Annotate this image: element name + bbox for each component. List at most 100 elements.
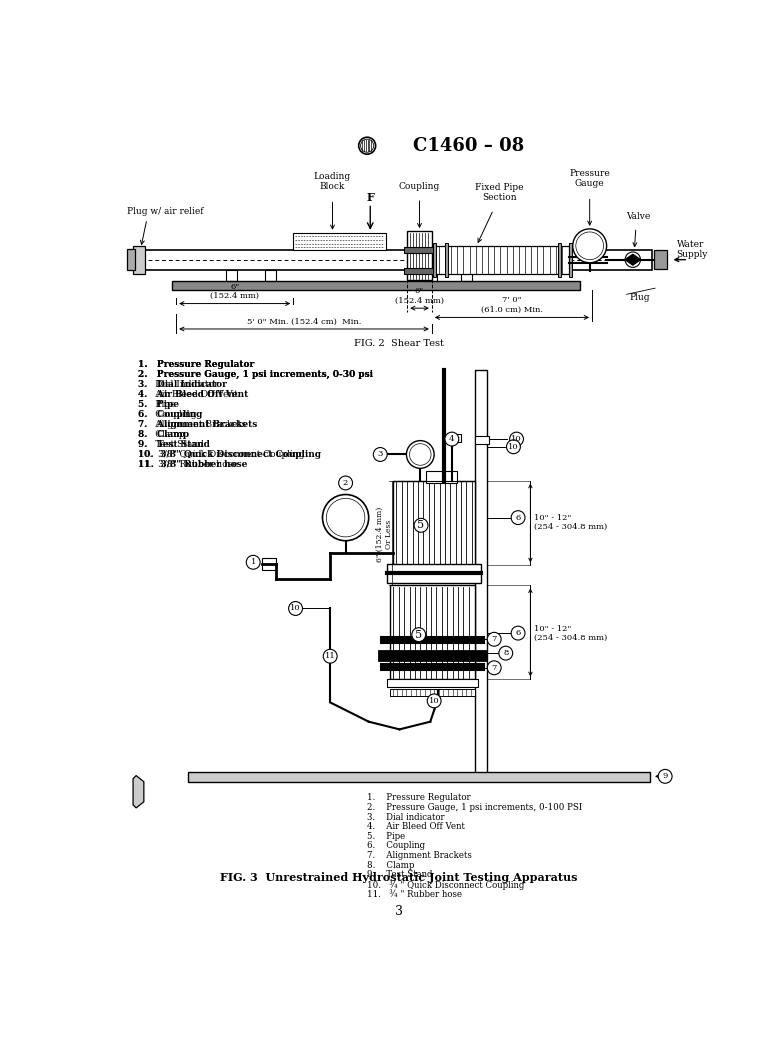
Bar [475, 370, 487, 778]
Circle shape [487, 661, 501, 675]
Circle shape [510, 432, 524, 446]
Circle shape [576, 232, 604, 259]
Circle shape [409, 443, 431, 465]
Text: 9.   Test Stand: 9. Test Stand [138, 440, 204, 449]
Text: 10" - 12"
(254 - 304.8 mm): 10" - 12" (254 - 304.8 mm) [534, 625, 608, 641]
Text: 6"
(152.4 mm): 6" (152.4 mm) [210, 282, 259, 300]
Text: 3.    Dial indicator: 3. Dial indicator [367, 813, 445, 821]
Circle shape [412, 628, 426, 641]
Bar [387, 680, 478, 687]
Bar [226, 270, 237, 281]
Text: 10.  3/8" Quick Disconnect Coupling: 10. 3/8" Quick Disconnect Coupling [138, 450, 321, 459]
Circle shape [511, 627, 525, 640]
Bar [127, 249, 135, 271]
Bar [262, 558, 276, 570]
Circle shape [326, 499, 365, 537]
Text: Loading
Block: Loading Block [314, 172, 351, 192]
Bar [461, 270, 472, 281]
Bar [380, 651, 485, 660]
Text: 2.   Pressure Gauge, 1 psi increments, 0-30 psi: 2. Pressure Gauge, 1 psi increments, 0-3… [138, 370, 373, 379]
Text: FIG. 3  Unrestrained Hydrostatic Joint Testing Apparatus: FIG. 3 Unrestrained Hydrostatic Joint Te… [220, 871, 577, 883]
Text: 4.   Air Bleed Off Vent: 4. Air Bleed Off Vent [138, 389, 238, 399]
Text: FIG. 2  Shear Test: FIG. 2 Shear Test [354, 339, 443, 348]
Bar [144, 250, 652, 270]
Circle shape [414, 518, 428, 532]
Bar [445, 243, 448, 277]
Bar [475, 436, 489, 443]
Circle shape [658, 769, 672, 783]
Bar [187, 771, 650, 782]
Text: 1: 1 [251, 558, 256, 566]
Circle shape [445, 432, 459, 446]
Circle shape [573, 229, 607, 262]
Polygon shape [633, 254, 640, 265]
Circle shape [361, 139, 373, 152]
Circle shape [323, 494, 369, 540]
Text: 7' 0"
(61.0 cm) Min.: 7' 0" (61.0 cm) Min. [481, 297, 543, 313]
Circle shape [506, 440, 520, 454]
Text: 9: 9 [662, 772, 668, 781]
Circle shape [324, 650, 337, 663]
Bar [381, 664, 484, 670]
Circle shape [625, 252, 640, 268]
Text: 10: 10 [290, 605, 301, 612]
Text: 11.  3/8" Rubber hose: 11. 3/8" Rubber hose [138, 460, 247, 468]
Text: 10.  3/8" Quick Disconnect Coupling: 10. 3/8" Quick Disconnect Coupling [138, 450, 304, 459]
Circle shape [359, 137, 376, 154]
Polygon shape [625, 254, 633, 265]
Circle shape [406, 440, 434, 468]
Text: Fixed Pipe
Section: Fixed Pipe Section [475, 182, 524, 202]
Circle shape [487, 632, 501, 646]
Text: 9.   Test Stand: 9. Test Stand [138, 440, 209, 449]
Text: Plug: Plug [629, 293, 650, 302]
Bar [391, 688, 475, 696]
Text: 10.   ¾ " Quick Disconnect Coupling: 10. ¾ " Quick Disconnect Coupling [367, 880, 524, 890]
Text: C1460 – 08: C1460 – 08 [413, 136, 524, 155]
Bar [433, 243, 436, 277]
Bar [404, 247, 435, 253]
Text: 11.  3/8" Rubber hose: 11. 3/8" Rubber hose [138, 460, 237, 468]
Bar [391, 585, 475, 680]
Bar [558, 243, 561, 277]
Text: 6.    Coupling: 6. Coupling [367, 841, 426, 850]
Text: 3.   Dial Indicator: 3. Dial Indicator [138, 380, 218, 388]
Text: 6.   Coupling: 6. Coupling [138, 410, 202, 418]
Text: 6"
(152.4 mm): 6" (152.4 mm) [395, 287, 444, 304]
Text: 5' 0" Min. (152.4 cm)  Min.: 5' 0" Min. (152.4 cm) Min. [247, 318, 361, 326]
Text: 3.   Dial Indicator: 3. Dial Indicator [138, 380, 226, 388]
Text: 1.   Pressure Regulator: 1. Pressure Regulator [138, 360, 254, 369]
Text: 9.    Test Stand: 9. Test Stand [367, 870, 433, 880]
Text: 2.    Pressure Gauge, 1 psi increments, 0-100 PSI: 2. Pressure Gauge, 1 psi increments, 0-1… [367, 803, 583, 812]
Circle shape [373, 448, 387, 461]
Text: 6.   Coupling: 6. Coupling [138, 410, 196, 418]
Text: 8.    Clamp: 8. Clamp [367, 861, 415, 869]
Text: 7.   Alignment Brackets: 7. Alignment Brackets [138, 420, 246, 429]
Text: 4: 4 [449, 435, 454, 443]
Text: 4.    Air Bleed Off Vent: 4. Air Bleed Off Vent [367, 822, 465, 831]
Circle shape [427, 694, 441, 708]
Bar [450, 434, 461, 442]
Text: 6" (152.4 mm)
Or Less: 6" (152.4 mm) Or Less [376, 507, 393, 562]
Bar [265, 270, 275, 281]
Circle shape [338, 476, 352, 490]
Text: Water
Supply: Water Supply [677, 240, 708, 259]
Text: 5: 5 [418, 520, 425, 530]
Bar [387, 564, 481, 583]
Bar [654, 251, 668, 269]
Text: 10" - 12"
(254 - 304.8 mm): 10" - 12" (254 - 304.8 mm) [534, 513, 608, 531]
Circle shape [511, 511, 525, 525]
Text: 6: 6 [516, 513, 520, 522]
Text: 2.   Pressure Gauge, 1 psi increments, 0-30 psi: 2. Pressure Gauge, 1 psi increments, 0-3… [138, 370, 373, 379]
Bar [394, 481, 475, 565]
Text: 5.   Pipe: 5. Pipe [138, 400, 175, 409]
Text: 5.    Pipe: 5. Pipe [367, 832, 405, 841]
Bar [434, 246, 569, 274]
Bar [407, 231, 432, 280]
Text: 8.   Clamp: 8. Clamp [138, 430, 184, 439]
Text: 7.    Alignment Brackets: 7. Alignment Brackets [367, 852, 472, 860]
Bar [173, 281, 580, 290]
Text: Pressure
Gauge: Pressure Gauge [569, 169, 610, 188]
Bar [404, 269, 435, 274]
Text: 8: 8 [503, 650, 509, 657]
Text: 10: 10 [429, 696, 440, 705]
